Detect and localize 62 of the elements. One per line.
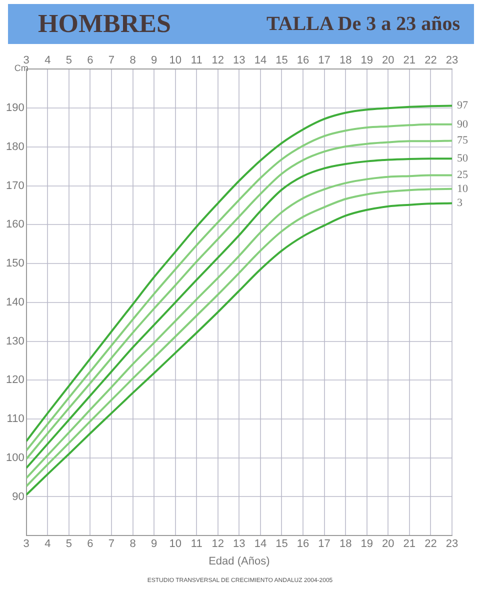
x2-tick-label: 3 bbox=[23, 538, 30, 550]
x-tick-label: 20 bbox=[382, 54, 394, 67]
y-tick-label: 190 bbox=[6, 102, 24, 114]
x-tick-label: 6 bbox=[87, 54, 94, 67]
x2-tick-label: 12 bbox=[212, 538, 224, 550]
x-tick-label: 21 bbox=[403, 54, 416, 67]
x2-tick-label: 13 bbox=[233, 538, 246, 550]
y-tick-label: 120 bbox=[6, 374, 24, 386]
series-label: 10 bbox=[457, 182, 468, 195]
y-tick-label: 140 bbox=[6, 296, 24, 308]
series-label: 25 bbox=[457, 169, 468, 182]
x-axis-title: Edad (Años) bbox=[208, 555, 270, 568]
x-tick-label: 9 bbox=[150, 54, 158, 67]
x2-tick-label: 16 bbox=[296, 538, 310, 550]
x-tick-label: 14 bbox=[254, 54, 267, 67]
x-tick-label: 8 bbox=[130, 54, 136, 67]
y-tick-label: 100 bbox=[6, 452, 24, 464]
y-tick-label: 180 bbox=[6, 140, 24, 153]
y-tick-label: 150 bbox=[6, 258, 24, 270]
series-label: 90 bbox=[457, 118, 468, 130]
x-tick-label: 4 bbox=[44, 54, 51, 67]
x-tick-label: 18 bbox=[339, 54, 352, 67]
x-tick-label: 22 bbox=[424, 54, 437, 67]
x-tick-label: 17 bbox=[318, 54, 330, 67]
series-label: 75 bbox=[457, 134, 468, 147]
x2-tick-label: 19 bbox=[360, 538, 373, 550]
series-label: 3 bbox=[457, 197, 463, 210]
x2-tick-label: 10 bbox=[169, 538, 182, 550]
x2-tick-label: 5 bbox=[66, 538, 72, 550]
x-tick-label: 15 bbox=[276, 54, 288, 67]
x2-tick-label: 21 bbox=[403, 538, 416, 550]
x-tick-label: 13 bbox=[233, 54, 246, 67]
x2-tick-label: 6 bbox=[87, 538, 94, 550]
series-label: 50 bbox=[457, 152, 468, 164]
x-tick-label: 11 bbox=[190, 54, 202, 67]
x2-tick-label: 20 bbox=[382, 538, 394, 550]
y-tick-label: 110 bbox=[6, 413, 24, 426]
x-tick-label: 23 bbox=[446, 54, 458, 67]
x-tick-label: 5 bbox=[66, 54, 72, 67]
y-tick-label: 130 bbox=[6, 335, 24, 348]
x2-tick-label: 17 bbox=[318, 538, 330, 550]
x2-tick-label: 11 bbox=[190, 538, 202, 550]
x-tick-label: 16 bbox=[296, 54, 310, 67]
x2-tick-label: 9 bbox=[150, 538, 158, 550]
chart-title: HOMBRES bbox=[38, 9, 171, 39]
x2-tick-label: 23 bbox=[446, 538, 458, 550]
x-tick-label: 12 bbox=[212, 54, 224, 67]
y-tick-label: 160 bbox=[6, 218, 24, 231]
x2-tick-label: 18 bbox=[339, 538, 352, 550]
y-tick-label: 170 bbox=[6, 180, 24, 192]
series-label: 97 bbox=[457, 100, 468, 112]
y-tick-label: 90 bbox=[12, 490, 24, 503]
x2-tick-label: 14 bbox=[254, 538, 267, 550]
x2-tick-label: 8 bbox=[130, 538, 136, 550]
x-tick-label: 19 bbox=[360, 54, 373, 67]
x2-tick-label: 7 bbox=[108, 538, 115, 550]
chart-subtitle: TALLA De 3 a 23 años bbox=[266, 12, 460, 36]
x2-tick-label: 22 bbox=[424, 538, 437, 550]
x-tick-label: 7 bbox=[108, 54, 115, 67]
x-tick-label: 10 bbox=[169, 54, 182, 67]
x2-tick-label: 4 bbox=[44, 538, 51, 550]
x2-tick-label: 15 bbox=[276, 538, 288, 550]
